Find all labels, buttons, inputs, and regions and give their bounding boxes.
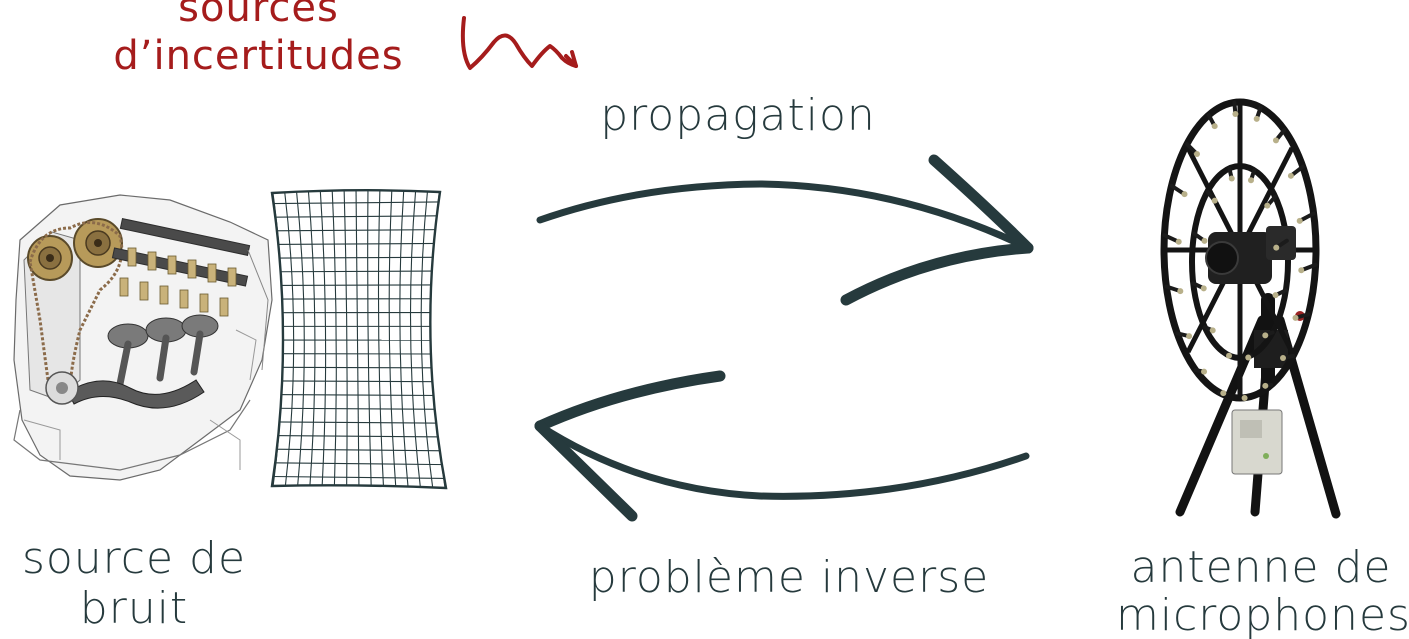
mesh-horizontal-line <box>272 256 446 259</box>
mesh-horizontal-line <box>272 270 446 273</box>
inverse-problem-label: problème inverse <box>586 556 992 600</box>
microphone-tip <box>1279 354 1286 361</box>
mesh-horizontal-line <box>272 366 446 369</box>
microphone-tip <box>1175 238 1182 245</box>
mesh-horizontal-line <box>272 393 446 397</box>
microphone-tip <box>1209 327 1216 334</box>
engine-illustration <box>13 194 273 481</box>
microphone-tip <box>1201 237 1208 244</box>
microphone-tip <box>1177 288 1184 295</box>
propagation-label: propagation <box>592 94 884 138</box>
microphone-tip <box>1296 217 1303 224</box>
microphone-array-photo <box>1160 98 1341 519</box>
microphone-tip <box>1220 390 1227 397</box>
mesh-horizontal-line <box>272 407 446 410</box>
inverse-problem-text: problème inverse <box>588 552 990 603</box>
microphone-tip <box>1228 175 1235 182</box>
microphone-tip <box>1226 352 1233 359</box>
propagation-arrow <box>536 154 1034 306</box>
microphone-tip <box>1262 332 1269 339</box>
squiggle-arrow-icon <box>460 16 578 70</box>
mesh-horizontal-line <box>272 448 446 452</box>
mesh-horizontal-line <box>272 228 446 232</box>
mesh-horizontal-line <box>272 462 446 466</box>
microphone-array-line-1: antenne de <box>1130 542 1392 593</box>
mesh-horizontal-line <box>272 284 446 287</box>
noise-source-line-2: bruit <box>79 583 189 634</box>
microphone-array-label: antenne de microphones <box>1116 542 1409 639</box>
noise-source-line-1: source de <box>21 533 247 584</box>
microphone-tip <box>1200 285 1207 292</box>
microphone-tip <box>1194 151 1201 158</box>
microphone-tip <box>1262 382 1269 389</box>
propagation-text: propagation <box>600 90 876 141</box>
microphone-tip <box>1292 314 1299 321</box>
mesh-horizontal-line <box>272 434 446 438</box>
uncertainty-sources-label: sources d’incertitudes <box>96 0 421 80</box>
microphone-tip <box>1201 368 1208 375</box>
microphone-tip <box>1253 115 1260 122</box>
uncertainty-line-1: sources <box>178 0 339 31</box>
microphone-tip <box>1245 354 1252 361</box>
microphone-tip <box>1186 333 1193 340</box>
mesh-horizontal-line <box>272 475 446 480</box>
microphone-tip <box>1272 137 1279 144</box>
surface-mesh-grid <box>260 189 456 492</box>
microphone-tip <box>1181 191 1188 198</box>
noise-source-label: source de bruit <box>14 534 254 634</box>
mesh-horizontal-line <box>272 215 446 218</box>
microphone-tip <box>1273 244 1280 251</box>
microphone-tip <box>1298 267 1305 274</box>
microphone-tip <box>1232 110 1239 117</box>
mesh-horizontal-line <box>272 421 446 424</box>
microphone-tip <box>1211 123 1218 130</box>
mesh-horizontal-line <box>272 380 446 383</box>
microphone-tip <box>1247 177 1254 184</box>
mesh-horizontal-line <box>272 201 446 205</box>
mesh-horizontal-line <box>272 242 446 246</box>
uncertainty-line-2: d’incertitudes <box>113 33 404 79</box>
microphone-array-line-2: microphones <box>1116 590 1409 639</box>
microphone-tip <box>1287 172 1294 179</box>
inverse-problem-arrow <box>534 370 1030 522</box>
microphone-tip <box>1211 197 1218 204</box>
microphone-tip <box>1241 395 1248 402</box>
microphone-tip <box>1272 292 1279 299</box>
microphone-tip <box>1264 202 1271 209</box>
mesh-horizontal-line <box>260 490 456 492</box>
